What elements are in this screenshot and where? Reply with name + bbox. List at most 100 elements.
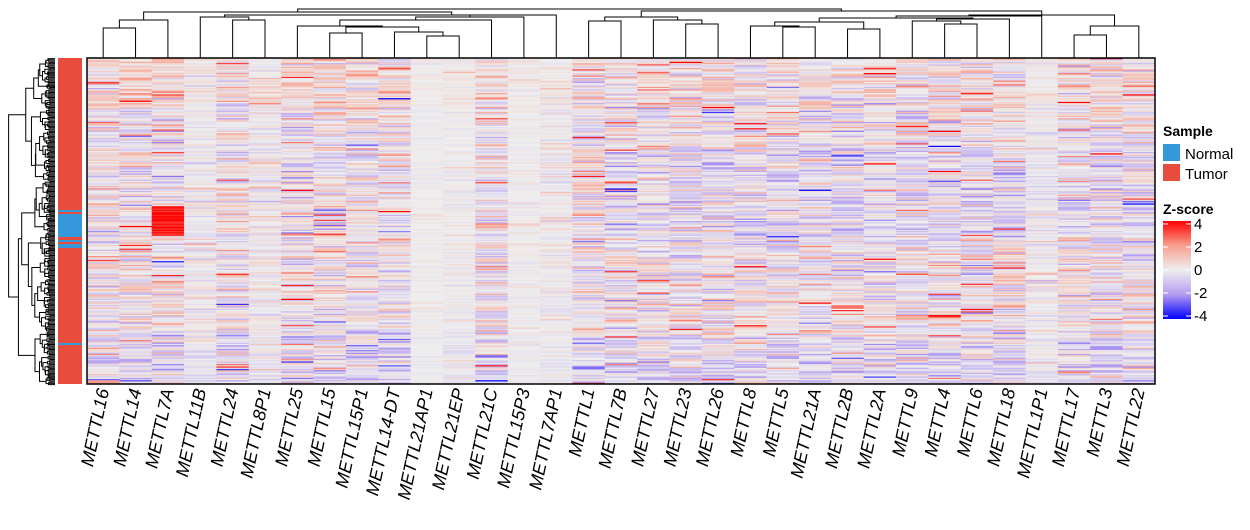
heatmap-cell	[184, 78, 217, 80]
heatmap-cell	[313, 347, 347, 350]
heatmap-cell	[184, 58, 217, 60]
heatmap-cell	[345, 143, 379, 145]
heatmap-cell	[345, 288, 379, 291]
heatmap-cell	[184, 251, 217, 253]
heatmap-cell	[184, 289, 217, 292]
heatmap-cell	[184, 63, 217, 65]
heatmap-cell	[151, 368, 185, 371]
dendrogram-branch	[49, 268, 55, 272]
heatmap-cell	[475, 153, 509, 155]
heatmap-cell	[248, 187, 282, 189]
heatmap-cell	[475, 190, 509, 193]
heatmap-cell	[87, 236, 120, 238]
dendrogram-branch	[44, 259, 49, 267]
heatmap-cell	[281, 274, 314, 277]
heatmap-cell	[345, 231, 379, 233]
heatmap-cell	[119, 282, 153, 284]
heatmap-cell	[281, 71, 314, 74]
dendrogram-branch	[45, 59, 50, 64]
heatmap-cell	[87, 218, 120, 221]
heatmap-cell	[119, 259, 153, 262]
heatmap-cell	[87, 85, 120, 88]
heatmap-cell	[475, 133, 509, 135]
heatmap-cell	[345, 223, 379, 226]
heatmap-cell	[475, 322, 509, 325]
heatmap-cell	[378, 356, 411, 358]
heatmap-cell	[313, 190, 347, 193]
heatmap-cell	[410, 184, 444, 187]
heatmap-cell	[475, 144, 509, 147]
heatmap-cell	[345, 169, 379, 172]
dendrogram-branch	[47, 344, 55, 347]
heatmap-cell	[475, 183, 509, 185]
heatmap-cell	[151, 313, 185, 316]
heatmap-cell	[475, 236, 509, 238]
heatmap-cell	[184, 226, 217, 228]
heatmap-cell	[151, 327, 185, 330]
heatmap-cell	[345, 126, 379, 129]
heatmap-cell	[216, 333, 250, 336]
heatmap-cell	[119, 226, 153, 228]
heatmap-cell	[248, 209, 282, 212]
heatmap-cell	[410, 241, 444, 243]
heatmap-cell	[151, 98, 185, 100]
heatmap-cell	[216, 375, 250, 377]
heatmap-cell	[87, 316, 120, 318]
heatmap-cell	[345, 262, 379, 264]
heatmap-cell	[378, 261, 411, 263]
heatmap-cell	[410, 80, 444, 83]
heatmap-cell	[443, 101, 476, 104]
heatmap-cell	[475, 115, 509, 118]
heatmap-cell	[281, 210, 314, 213]
heatmap-cell	[151, 91, 185, 94]
heatmap-cell	[216, 311, 250, 313]
heatmap-cell	[87, 88, 120, 90]
heatmap-cell	[184, 60, 217, 63]
heatmap-cell	[184, 192, 217, 194]
heatmap-cell	[216, 148, 250, 150]
heatmap-cell	[151, 258, 185, 261]
heatmap-cell	[313, 163, 347, 165]
heatmap-cell	[87, 143, 120, 145]
heatmap-cell	[410, 69, 444, 71]
heatmap-cell	[345, 116, 379, 119]
heatmap-cell	[281, 267, 314, 269]
heatmap-cell	[248, 124, 282, 126]
heatmap-cell	[507, 63, 541, 65]
heatmap-cell	[184, 178, 217, 180]
heatmap-cell	[151, 68, 185, 70]
heatmap-cell	[313, 193, 347, 195]
heatmap-cell	[313, 264, 347, 267]
heatmap-cell	[345, 323, 379, 326]
heatmap-cell	[248, 221, 282, 223]
heatmap-cell	[281, 78, 314, 80]
heatmap-cell	[410, 169, 444, 172]
annotation-normal	[58, 214, 82, 237]
heatmap-cell	[281, 365, 314, 367]
heatmap-cell	[151, 221, 185, 223]
heatmap-cell	[184, 353, 217, 356]
heatmap-cell	[248, 223, 282, 226]
heatmap-cell	[313, 123, 347, 125]
heatmap-cell	[216, 357, 250, 360]
heatmap-cell	[313, 101, 347, 104]
heatmap-cell	[216, 244, 250, 247]
heatmap-cell	[119, 58, 153, 60]
heatmap-cell	[410, 66, 444, 69]
dendrogram-branch	[48, 61, 55, 65]
heatmap-cell	[216, 253, 250, 256]
heatmap-cell	[378, 323, 411, 326]
heatmap-cell	[119, 332, 153, 335]
heatmap-cell	[475, 100, 509, 103]
dendrogram-branch	[46, 205, 49, 212]
heatmap-cell	[313, 378, 347, 381]
heatmap-cell	[119, 79, 153, 81]
heatmap-cell	[151, 242, 185, 244]
heatmap-cell	[410, 264, 444, 267]
heatmap-cell	[313, 133, 347, 135]
heatmap-cell	[443, 291, 476, 293]
heatmap-cell	[184, 147, 217, 149]
dendrogram-branch	[143, 11, 453, 20]
heatmap-cell	[410, 261, 444, 263]
heatmap-cell	[151, 360, 185, 362]
